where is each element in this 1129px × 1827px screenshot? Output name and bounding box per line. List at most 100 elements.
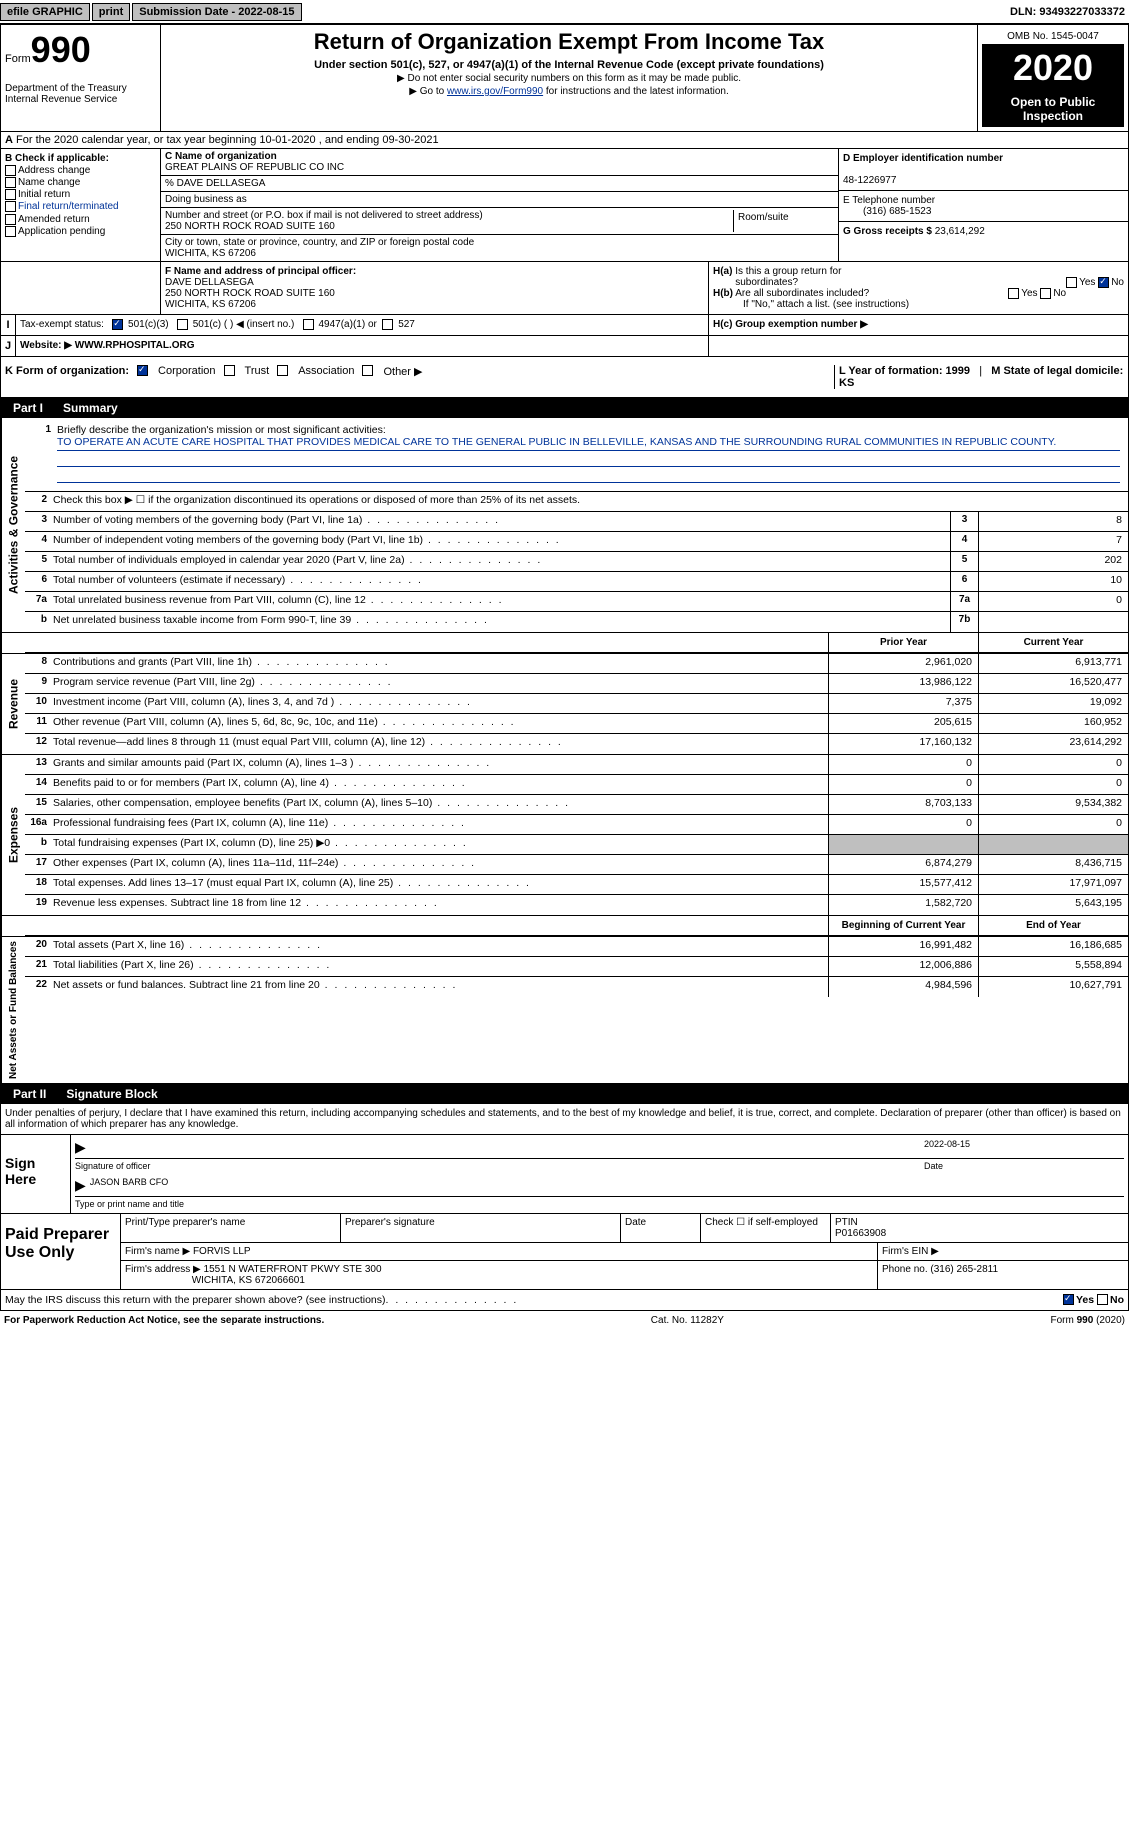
hdr-prior: Prior Year <box>828 633 978 652</box>
part1-title: Summary <box>55 399 126 417</box>
care-of: % DAVE DELLASEGA <box>165 178 265 189</box>
firm-addr: 1551 N WATERFRONT PKWY STE 300 <box>204 1264 382 1275</box>
right-cell: OMB No. 1545-0047 2020 Open to Public In… <box>978 25 1128 131</box>
cb-discuss-no[interactable] <box>1097 1294 1108 1305</box>
submission-date: Submission Date - 2022-08-15 <box>132 3 301 21</box>
inspect: Open to Public Inspection <box>982 91 1124 127</box>
opt1: 501(c)(3) <box>128 319 169 330</box>
date-label: Date <box>924 1161 1124 1171</box>
form-note2: ▶ Go to www.irs.gov/Form990 for instruct… <box>165 86 973 97</box>
sig-officer-label: Signature of officer <box>75 1161 924 1171</box>
opt3: 4947(a)(1) or <box>318 319 376 330</box>
note2-suffix: for instructions and the latest informat… <box>543 86 729 97</box>
form-label: Form <box>5 53 31 65</box>
footer-mid: Cat. No. 11282Y <box>324 1315 1050 1326</box>
cb-ha-yes[interactable] <box>1066 277 1077 288</box>
cb-initial[interactable] <box>5 189 16 200</box>
firm-addr-label: Firm's address ▶ <box>125 1264 201 1275</box>
declaration: Under penalties of perjury, I declare th… <box>1 1104 1128 1135</box>
table-row: 19Revenue less expenses. Subtract line 1… <box>25 895 1128 915</box>
table-row: bTotal fundraising expenses (Part IX, co… <box>25 835 1128 855</box>
firm-ein-label: Firm's EIN ▶ <box>878 1243 1128 1260</box>
officer-addr1: 250 NORTH ROCK ROAD SUITE 160 <box>165 288 335 299</box>
b-label: B Check if applicable: <box>5 153 109 164</box>
k-corp: Corporation <box>158 365 215 389</box>
form-number: 990 <box>31 29 91 70</box>
cb-hb-no[interactable] <box>1040 288 1051 299</box>
dln: DLN: 93493227033372 <box>1010 6 1125 18</box>
phone: (316) 685-1523 <box>843 206 931 217</box>
e-label: E Telephone number <box>843 195 935 206</box>
cb-501c3[interactable] <box>112 319 123 330</box>
firm-name-label: Firm's name ▶ <box>125 1246 190 1257</box>
l-label: L Year of formation: 1999 <box>839 365 970 377</box>
k-other: Other ▶ <box>383 365 422 389</box>
f-label: F Name and address of principal officer: <box>165 266 356 277</box>
irs-link[interactable]: www.irs.gov/Form990 <box>447 86 543 97</box>
cb-trust[interactable] <box>224 365 235 376</box>
table-row: 14Benefits paid to or for members (Part … <box>25 775 1128 795</box>
cb-pending-label: Application pending <box>18 226 105 237</box>
hdr-current: Current Year <box>978 633 1128 652</box>
mission-text: TO OPERATE AN ACUTE CARE HOSPITAL THAT P… <box>57 436 1120 451</box>
cb-name-label: Name change <box>18 177 80 188</box>
print-button[interactable]: print <box>92 3 130 21</box>
status-content: Tax-exempt status: 501(c)(3) 501(c) ( ) … <box>16 315 708 335</box>
officer-addr2: WICHITA, KS 67206 <box>165 299 256 310</box>
footer-left: For Paperwork Reduction Act Notice, see … <box>4 1315 324 1326</box>
cb-address[interactable] <box>5 165 16 176</box>
org-name: GREAT PLAINS OF REPUBLIC CO INC <box>165 162 344 173</box>
cb-assoc[interactable] <box>277 365 288 376</box>
hdr-begin: Beginning of Current Year <box>828 916 978 935</box>
cb-corp[interactable] <box>137 365 148 376</box>
part2-header: Part II Signature Block <box>0 1084 1129 1104</box>
firm-city: WICHITA, KS 672066601 <box>192 1275 305 1286</box>
governance-label: Activities & Governance <box>1 418 25 632</box>
omb: OMB No. 1545-0047 <box>982 29 1124 45</box>
gross: 23,614,292 <box>935 226 985 237</box>
cb-ha-no[interactable] <box>1098 277 1109 288</box>
cb-name[interactable] <box>5 177 16 188</box>
sig-date: 2022-08-15 <box>924 1139 1124 1156</box>
dba-label: Doing business as <box>165 194 247 205</box>
table-row: 20Total assets (Part X, line 16)16,991,4… <box>25 937 1128 957</box>
city: WICHITA, KS 67206 <box>165 248 256 259</box>
mission-label: Briefly describe the organization's miss… <box>57 424 386 436</box>
hc-section: H(c) Group exemption number ▶ <box>708 315 1128 335</box>
table-row: 3Number of voting members of the governi… <box>25 512 1128 532</box>
table-row: 7aTotal unrelated business revenue from … <box>25 592 1128 612</box>
table-row: 9Program service revenue (Part VIII, lin… <box>25 674 1128 694</box>
k-trust: Trust <box>245 365 270 389</box>
part1-tab: Part I <box>1 399 55 417</box>
cb-hb-yes[interactable] <box>1008 288 1019 299</box>
cb-4947[interactable] <box>303 319 314 330</box>
cb-address-label: Address change <box>18 165 90 176</box>
cb-discuss-yes[interactable] <box>1063 1294 1074 1305</box>
table-row: 11Other revenue (Part VIII, column (A), … <box>25 714 1128 734</box>
pp-date-label: Date <box>621 1214 701 1242</box>
form-subtitle: Under section 501(c), 527, or 4947(a)(1)… <box>165 59 973 71</box>
cb-501c[interactable] <box>177 319 188 330</box>
cb-other[interactable] <box>362 365 373 376</box>
h-section: H(a) Is this a group return for subordin… <box>708 262 1128 314</box>
cb-pending[interactable] <box>5 226 16 237</box>
table-row: 5Total number of individuals employed in… <box>25 552 1128 572</box>
table-row: 12Total revenue—add lines 8 through 11 (… <box>25 734 1128 754</box>
table-row: 10Investment income (Part VIII, column (… <box>25 694 1128 714</box>
pp-name-label: Print/Type preparer's name <box>121 1214 341 1242</box>
discuss-text: May the IRS discuss this return with the… <box>5 1294 386 1306</box>
officer-name: DAVE DELLASEGA <box>165 277 254 288</box>
cb-amended[interactable] <box>5 214 16 225</box>
ptin: P01663908 <box>835 1228 886 1239</box>
cb-final[interactable] <box>5 201 16 212</box>
table-row: 21Total liabilities (Part X, line 26)12,… <box>25 957 1128 977</box>
form-id-cell: Form990 Department of the Treasury Inter… <box>1 25 161 131</box>
table-row: bNet unrelated business taxable income f… <box>25 612 1128 632</box>
type-name-label: Type or print name and title <box>75 1199 1124 1209</box>
i-lbl: I <box>1 315 16 335</box>
hdr-end: End of Year <box>978 916 1128 935</box>
part1-header: Part I Summary <box>0 398 1129 418</box>
efile-button[interactable]: efile GRAPHIC <box>0 3 90 21</box>
table-row: 6Total number of volunteers (estimate if… <box>25 572 1128 592</box>
cb-527[interactable] <box>382 319 393 330</box>
